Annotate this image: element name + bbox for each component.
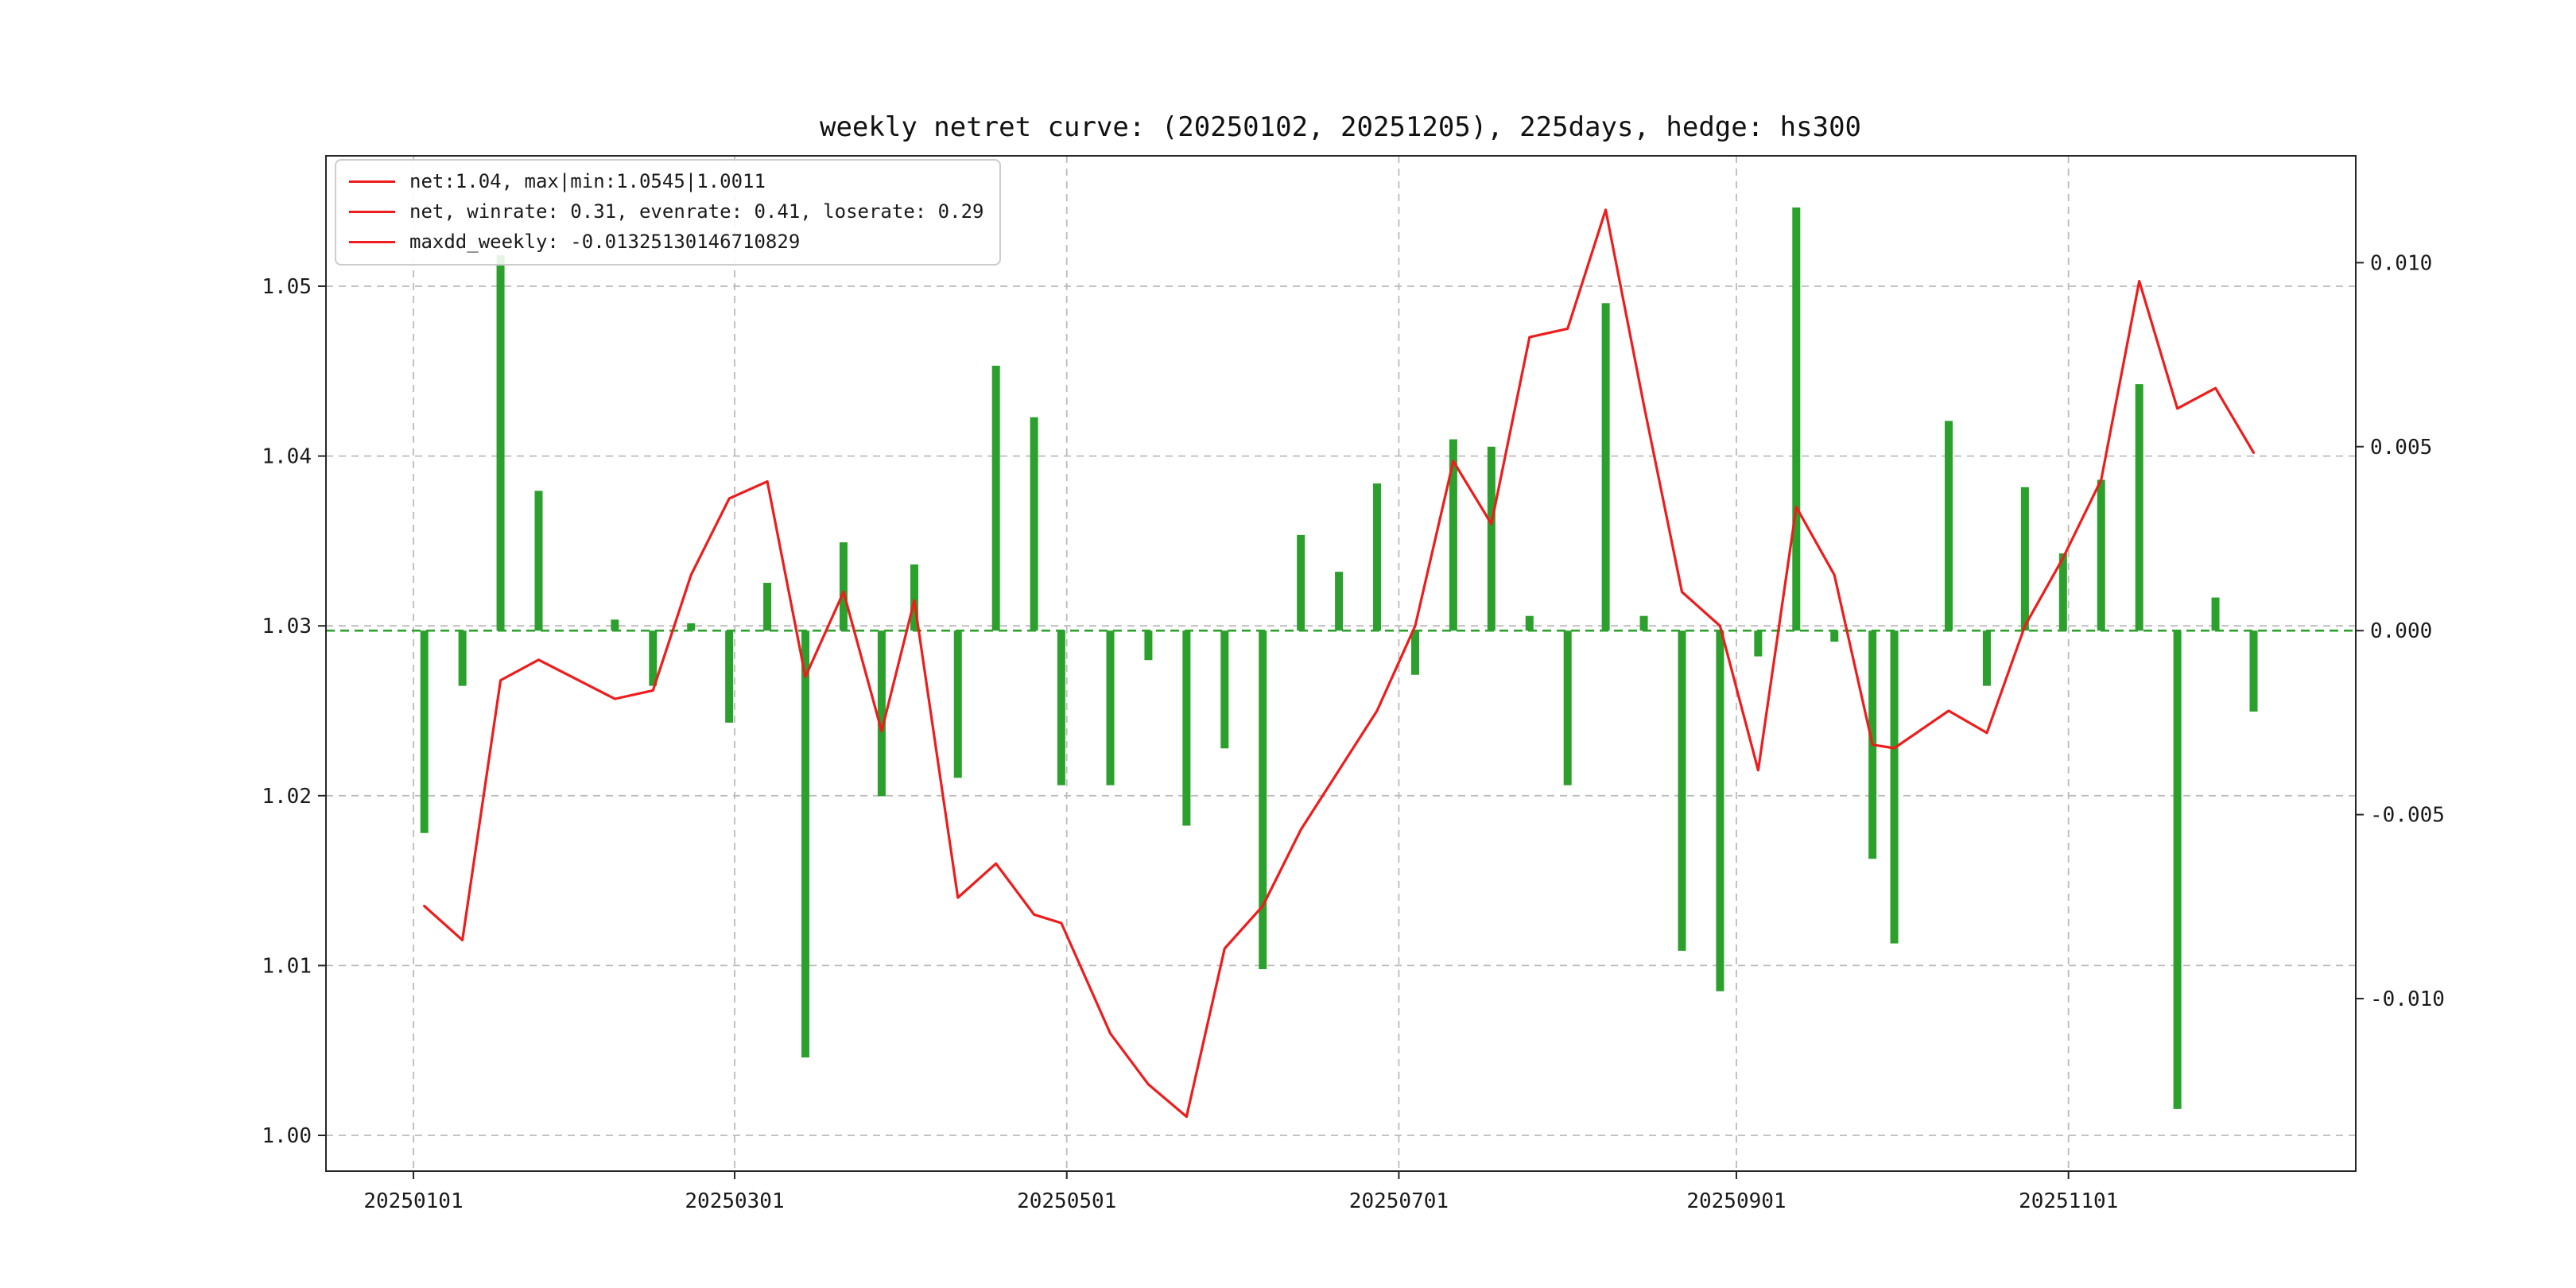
legend-entry-label: net:1.04, max|min:1.0545|1.0011	[409, 170, 766, 192]
net-line	[423, 208, 2256, 1119]
legend-line-marker	[349, 240, 395, 243]
legend: net:1.04, max|min:1.0545|1.0011 net, win…	[335, 159, 1002, 266]
svg-text:-0.005: -0.005	[2370, 804, 2445, 828]
grid	[326, 156, 2356, 1171]
svg-text:20251101: 20251101	[2019, 1189, 2118, 1213]
svg-text:20250101: 20250101	[363, 1189, 463, 1213]
svg-text:1.00: 1.00	[262, 1124, 312, 1148]
legend-entry-label: maxdd_weekly: -0.01325130146710829	[409, 231, 801, 253]
svg-text:20250501: 20250501	[1017, 1189, 1116, 1213]
legend-line-marker	[349, 210, 395, 213]
legend-entry-label: net, winrate: 0.31, evenrate: 0.41, lose…	[409, 200, 984, 223]
legend-entry: maxdd_weekly: -0.01325130146710829	[349, 231, 983, 253]
legend-line-marker	[349, 180, 395, 183]
svg-text:20250301: 20250301	[685, 1189, 784, 1213]
svg-text:-0.010: -0.010	[2370, 987, 2445, 1011]
svg-text:1.05: 1.05	[262, 275, 312, 299]
weekly-return-bars	[420, 207, 2258, 1109]
legend-entry: net, winrate: 0.31, evenrate: 0.41, lose…	[349, 200, 983, 223]
svg-text:0.000: 0.000	[2370, 619, 2432, 643]
svg-text:1.04: 1.04	[262, 445, 312, 469]
svg-text:0.010: 0.010	[2370, 251, 2432, 275]
right-axis: 0.010 0.005 0.000 -0.005 -0.010	[2356, 251, 2445, 1011]
svg-text:0.005: 0.005	[2370, 436, 2432, 460]
svg-text:20250701: 20250701	[1349, 1189, 1449, 1213]
x-axis: 20250101 20250301 20250501 20250701 20250901…	[363, 1171, 2118, 1213]
svg-text:1.03: 1.03	[262, 615, 312, 638]
left-axis: 1.00 1.01 1.02 1.03 1.04 1.05	[262, 275, 326, 1148]
chart-title: weekly netret curve: (20250102, 20251205…	[819, 111, 1862, 143]
svg-text:20250901: 20250901	[1686, 1189, 1786, 1213]
plot-border	[325, 155, 2357, 1172]
svg-text:1.01: 1.01	[262, 954, 312, 978]
legend-entry: net:1.04, max|min:1.0545|1.0011	[349, 170, 983, 192]
svg-text:1.02: 1.02	[262, 785, 312, 809]
